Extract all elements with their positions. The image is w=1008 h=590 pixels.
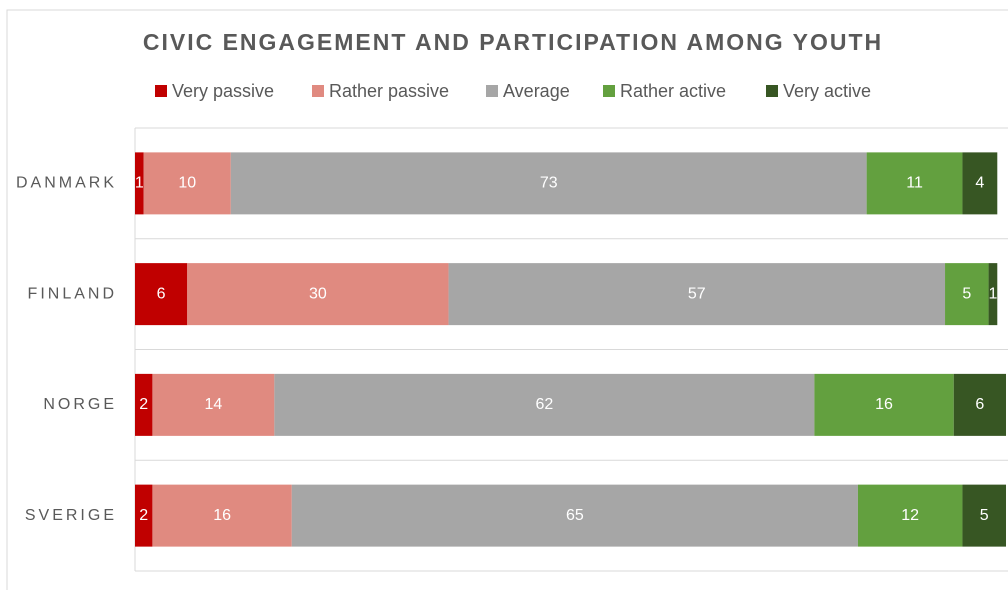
bar-segment xyxy=(945,263,989,326)
bar-segment xyxy=(230,152,867,215)
data-label: 10 xyxy=(178,175,196,192)
chart-title: CIVIC ENGAGEMENT AND PARTICIPATION AMONG… xyxy=(143,29,883,55)
bar-segment xyxy=(143,152,231,215)
data-label: 1 xyxy=(135,175,144,192)
bar-segment xyxy=(152,373,275,436)
data-label: 6 xyxy=(975,396,984,413)
bar-segment xyxy=(857,484,963,547)
data-label: 6 xyxy=(157,285,166,302)
y-tick-label: SVERIGE xyxy=(25,507,117,524)
data-label: 30 xyxy=(309,285,327,302)
data-label: 14 xyxy=(204,396,222,413)
legend-label: Average xyxy=(503,81,570,101)
bar-segment xyxy=(448,263,946,326)
legend-swatch xyxy=(603,85,615,97)
data-label: 1 xyxy=(988,285,997,302)
data-label: 5 xyxy=(980,507,989,524)
legend-swatch xyxy=(766,85,778,97)
legend-label: Rather passive xyxy=(329,81,449,101)
legend-swatch xyxy=(312,85,324,97)
bar-segment xyxy=(866,152,963,215)
data-label: 65 xyxy=(566,507,584,524)
data-label: 5 xyxy=(962,285,971,302)
data-label: 57 xyxy=(688,285,706,302)
bar-segment xyxy=(291,484,858,547)
data-label: 16 xyxy=(213,507,231,524)
bar-segment xyxy=(962,484,1006,547)
data-label: 16 xyxy=(875,396,893,413)
bar-segment xyxy=(135,484,153,547)
data-label: 2 xyxy=(139,507,148,524)
bar-segment xyxy=(135,152,144,215)
bar-segment xyxy=(274,373,815,436)
bar-segment xyxy=(962,152,998,215)
bar-segment xyxy=(988,263,998,326)
legend-swatch xyxy=(155,85,167,97)
legend-label: Very passive xyxy=(172,81,274,101)
data-label: 11 xyxy=(906,175,923,192)
y-tick-label: NORGE xyxy=(43,396,117,413)
bar-segment xyxy=(135,263,188,326)
data-label: 12 xyxy=(901,507,919,524)
bar-segment xyxy=(152,484,292,547)
y-tick-label: FINLAND xyxy=(28,285,117,302)
bar-segment xyxy=(187,263,449,326)
chart-frame xyxy=(6,9,1008,590)
data-label: 2 xyxy=(139,396,148,413)
data-label: 4 xyxy=(975,175,984,192)
bar-segment xyxy=(135,373,153,436)
bar-segment xyxy=(814,373,954,436)
bar-segment xyxy=(953,373,1006,436)
data-label: 73 xyxy=(540,175,558,192)
data-label: 62 xyxy=(535,396,553,413)
legend-swatch xyxy=(486,85,498,97)
legend-label: Rather active xyxy=(620,81,726,101)
legend-label: Very active xyxy=(783,81,871,101)
y-tick-label: DANMARK xyxy=(16,175,117,192)
